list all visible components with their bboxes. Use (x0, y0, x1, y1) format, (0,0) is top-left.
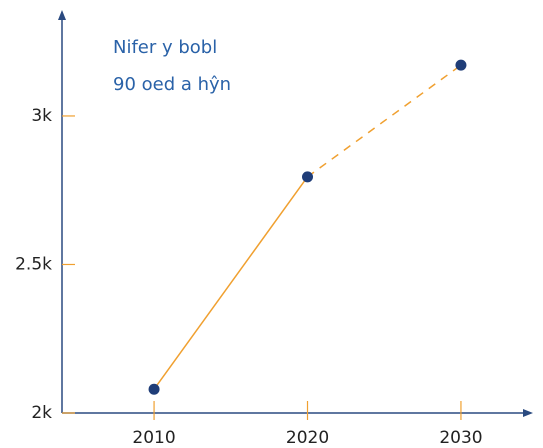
y-axis-arrow (58, 10, 66, 20)
x-tick-label: 2020 (286, 428, 329, 448)
line-segment (307, 64, 462, 178)
data-point (148, 383, 160, 395)
y-tick-label: 2k (31, 403, 52, 423)
y-tick-label: 2.5k (15, 254, 52, 274)
line-segment (153, 176, 309, 390)
y-tick-label: 3k (31, 106, 52, 126)
chart-title: 90 oed a hŷn (113, 74, 231, 95)
chart-title: Nifer y bobl (113, 37, 217, 58)
x-tick-label: 2030 (439, 428, 482, 448)
data-point (302, 171, 314, 183)
data-point (455, 59, 467, 71)
x-axis-arrow (523, 409, 533, 417)
x-tick-label: 2010 (132, 428, 175, 448)
